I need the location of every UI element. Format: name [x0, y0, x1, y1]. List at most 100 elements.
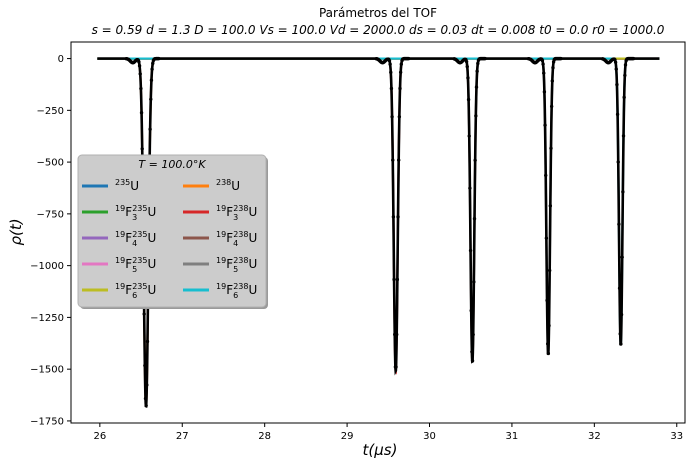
chart-subtitle: s = 0.59 d = 1.3 D = 100.0 Vs = 100.0 Vd…	[92, 23, 665, 37]
sample-point	[144, 403, 148, 408]
sample-point	[148, 127, 152, 131]
sample-point	[623, 73, 627, 78]
sample-point	[138, 72, 142, 76]
sample-point	[149, 78, 154, 82]
y-tick-label: 0	[58, 54, 64, 65]
legend-entry-label: 19F3235U	[115, 204, 156, 222]
sample-point	[468, 248, 473, 253]
sample-point	[619, 342, 623, 346]
sample-point	[621, 190, 625, 194]
sample-point	[475, 69, 479, 73]
sample-point	[140, 147, 144, 151]
sample-point	[149, 97, 153, 101]
sample-point	[617, 222, 621, 226]
y-tick-label: −250	[37, 106, 64, 117]
sample-point	[544, 173, 548, 178]
y-tick-label: −1750	[30, 416, 64, 427]
sample-point	[472, 216, 477, 221]
x-tick-label: 28	[258, 431, 271, 442]
x-tick-label: 29	[341, 431, 354, 442]
x-tick-label: 30	[423, 431, 436, 442]
x-axis-label: t(μs)	[363, 441, 398, 459]
sample-point	[547, 323, 551, 328]
sample-point	[389, 70, 393, 75]
sample-point	[559, 56, 563, 61]
sample-point	[540, 58, 545, 63]
sample-point	[397, 115, 402, 119]
x-tick-label: 27	[176, 431, 189, 442]
sample-point	[468, 186, 472, 190]
sample-point	[137, 60, 141, 64]
sample-point	[542, 90, 547, 94]
sample-point	[471, 332, 475, 337]
y-tick-label: −750	[37, 209, 64, 220]
sample-point	[156, 56, 161, 61]
sample-point	[617, 286, 622, 290]
sample-point	[398, 86, 402, 91]
sample-point	[394, 365, 398, 369]
sample-point	[398, 70, 403, 75]
sample-point	[620, 255, 624, 259]
legend: T = 100.0°K 235U 238U 19F3235U 19F3238U 19F42…	[77, 154, 268, 309]
x-tick-label: 33	[670, 431, 683, 442]
y-axis-label: ρ(t)	[7, 218, 25, 245]
sample-points	[124, 56, 636, 408]
sample-point	[151, 61, 155, 66]
axes: 26 27 28 29 30 31 32 33 0 −250 −500 −750 −1000 −1250 −…	[30, 41, 686, 442]
sample-point	[466, 97, 471, 102]
legend-entry-label: 19F6235U	[115, 282, 156, 300]
sample-point	[388, 62, 392, 66]
sample-point	[143, 363, 147, 368]
legend-entry-label: 19F5235U	[115, 256, 156, 274]
legend-entry-label: 238U	[216, 178, 240, 193]
sample-point	[145, 383, 149, 387]
sample-point	[391, 215, 396, 219]
sample-point	[474, 85, 479, 89]
sample-point	[547, 268, 552, 273]
sample-point	[618, 332, 622, 336]
sample-point	[550, 79, 555, 83]
legend-entry-label: 19F4235U	[115, 230, 156, 248]
sample-point	[142, 312, 146, 316]
sample-point	[395, 332, 399, 337]
sample-point	[387, 59, 392, 63]
sample-point	[615, 112, 620, 117]
plot-area	[97, 56, 660, 408]
sample-point	[467, 134, 471, 138]
sample-point	[544, 236, 549, 240]
sample-point	[143, 396, 148, 401]
sample-point	[619, 312, 624, 317]
sample-point	[545, 342, 550, 346]
chart-title: Parámetros del TOF	[319, 6, 437, 20]
legend-entry-label: 19F4238U	[216, 230, 257, 248]
sample-point	[613, 60, 618, 64]
sample-point	[543, 123, 547, 127]
legend-title: T = 100.0°K	[138, 158, 206, 171]
sample-point	[541, 62, 545, 66]
sample-point	[548, 204, 553, 208]
sample-point	[551, 66, 555, 70]
sample-point	[464, 59, 469, 64]
legend-entry-label: 19F3238U	[216, 204, 257, 222]
legend-entry-label: 19F6238U	[216, 282, 257, 300]
sample-point	[616, 160, 620, 164]
sample-point	[545, 298, 549, 303]
sample-point	[470, 350, 474, 354]
sample-point	[389, 86, 394, 91]
y-tick-label: −1250	[30, 313, 64, 324]
sample-point	[474, 114, 478, 118]
sample-point	[549, 146, 553, 150]
sample-point	[621, 134, 626, 138]
sample-point	[476, 61, 480, 66]
sample-point	[465, 64, 469, 69]
y-tick-label: −1500	[30, 365, 64, 376]
sample-point	[150, 67, 154, 71]
sample-point	[472, 280, 476, 284]
sample-point	[399, 62, 404, 66]
sample-point	[631, 56, 636, 61]
sample-point	[139, 111, 144, 115]
sample-point	[473, 158, 477, 162]
sample-point	[390, 115, 394, 119]
legend-entry-label: 235U	[115, 178, 139, 193]
